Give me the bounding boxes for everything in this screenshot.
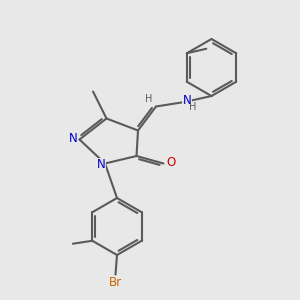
Text: H: H xyxy=(145,94,152,104)
Text: H: H xyxy=(189,102,197,112)
Text: N: N xyxy=(97,158,106,172)
Text: O: O xyxy=(167,155,176,169)
Text: N: N xyxy=(182,94,191,107)
Text: N: N xyxy=(68,131,77,145)
Text: Br: Br xyxy=(109,276,122,290)
